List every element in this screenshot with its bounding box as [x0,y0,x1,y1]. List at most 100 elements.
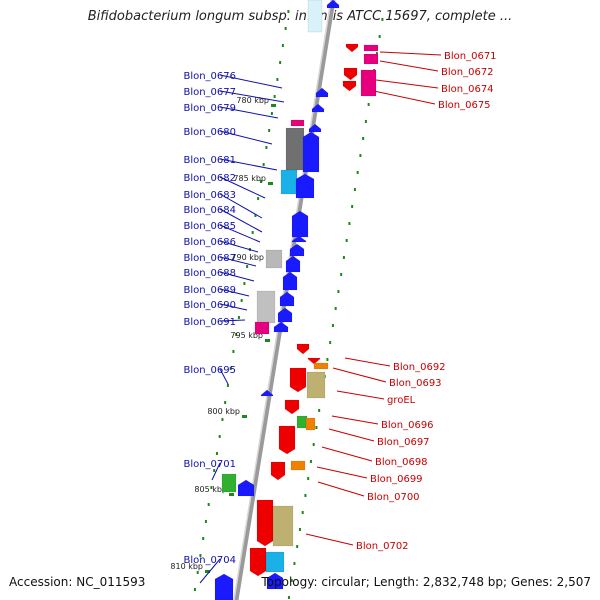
gene-label-blon_0681[interactable]: Blon_0681 [183,155,236,166]
label-connector [211,462,221,481]
gene-label-blon_0683[interactable]: Blon_0683 [183,190,236,201]
gene-feature [326,0,340,9]
gene-label-blon_0675[interactable]: Blon_0675 [438,100,491,111]
gene-label-blon_0685[interactable]: Blon_0685 [183,221,236,232]
gene-feature [291,210,309,238]
tick-mark [242,415,247,418]
gene-label-blon_0701[interactable]: Blon_0701 [183,459,236,470]
scale-dot [375,52,378,55]
scale-dot [202,537,205,540]
gene-feature [278,425,296,455]
gene-label-blon_0698[interactable]: Blon_0698 [375,457,428,468]
label-connector [219,288,250,297]
gene-label-blon_0674[interactable]: Blon_0674 [441,84,494,95]
accession-text: Accession: NC_011593 [9,575,146,589]
scale-ticks: 780 kbp 785 kbp 790 kbp 795 kbp 800 kbp 805 k… [170,96,276,573]
gene-label-blon_0699[interactable]: Blon_0699 [370,474,423,485]
label-connector [379,60,439,72]
gene-label-blon_0680[interactable]: Blon_0680 [183,127,236,138]
scale-dot [362,137,365,140]
gene-feature [254,321,270,335]
gene-feature [343,67,358,81]
gene-feature [285,255,301,273]
gene-feature [256,290,276,324]
gene-label-blon_0677[interactable]: Blon_0677 [183,87,236,98]
label-connector [219,106,279,119]
scale-dot [290,579,293,582]
label-connector [336,390,385,400]
tick-mark [229,493,234,496]
scale-dot [235,333,238,336]
gene-label-blon_0671[interactable]: Blon_0671 [444,51,497,62]
gene-label-blon_0689[interactable]: Blon_0689 [183,285,236,296]
scale-dot [287,596,290,599]
scale-dot [224,401,227,404]
gene-label-blon_0682[interactable]: Blon_0682 [183,173,236,184]
gene-label-blon_0704[interactable]: Blon_0704 [183,555,236,566]
label-connector [219,193,263,219]
scale-dot [304,494,307,497]
gene-feature [295,173,315,199]
scale-dot [356,171,359,174]
tick-label: 805 kbp [194,485,227,494]
scale-dot [243,282,246,285]
gene-feature [307,357,321,365]
gene-feature [214,573,234,600]
gene-label-blon_0693[interactable]: Blon_0693 [389,378,442,389]
scale-dot [210,486,213,489]
scale-dot [207,503,210,506]
gene-label-blon_0672[interactable]: Blon_0672 [441,67,494,78]
label-connector [379,51,442,56]
scale-dots [193,10,384,599]
gene-feature [249,547,267,577]
scale-dot [196,571,199,574]
tick-label: 810 kbp [170,562,203,571]
gene-feature [272,505,294,547]
gene-label-blon_0690[interactable]: Blon_0690 [183,300,236,311]
tick-mark [205,570,210,573]
gene-label-blon_0686[interactable]: Blon_0686 [183,237,236,248]
gene-label-blon_0687[interactable]: Blon_0687 [183,253,236,264]
gene-feature [308,123,322,133]
tick-label: 785 kbp [233,174,266,183]
scale-dot [378,35,381,38]
gene-label-blon_0697[interactable]: Blon_0697 [377,437,430,448]
gene-label-blon_0700[interactable]: Blon_0700 [367,492,420,503]
scale-dot [246,265,249,268]
gene-label-blon_0696[interactable]: Blon_0696 [381,420,434,431]
gene-feature [345,43,359,53]
gene-label-blon_0702[interactable]: Blon_0702 [356,541,409,552]
gene-feature [221,473,237,493]
gene-feature [311,103,325,113]
tick-mark [271,104,276,107]
gene-feature [285,127,305,171]
gene-label-blon_0679[interactable]: Blon_0679 [183,103,236,114]
gene-label-blon_0676[interactable]: Blon_0676 [183,71,236,82]
scale-dot [215,452,218,455]
scale-dot [293,562,296,565]
gene-feature [270,461,286,481]
scale-dot [381,18,384,21]
gene-feature [342,80,357,92]
gene-label-groel[interactable]: groEL [387,395,416,406]
scale-dot [307,477,310,480]
scale-dot [329,341,332,344]
scale-dot [257,197,260,200]
gene-feature [289,243,305,257]
gene-feature [313,362,329,370]
gene-feature [284,399,300,415]
gene-label-blon_0691[interactable]: Blon_0691 [183,317,236,328]
scale-dot [353,188,356,191]
gene-label-blon_0688[interactable]: Blon_0688 [183,268,236,279]
scale-dot [240,299,243,302]
scale-dot [213,469,216,472]
topology-text: Topology: circular; Length: 2,832,748 bp… [261,575,591,589]
gene-label-blon_0684[interactable]: Blon_0684 [183,205,236,216]
gene-label-blon_0695[interactable]: Blon_0695 [183,365,236,376]
gene-feature [266,572,284,590]
label-connector [305,533,354,546]
scale-dot [351,205,354,208]
gene-label-blon_0692[interactable]: Blon_0692 [393,362,446,373]
gene-feature [306,371,326,399]
